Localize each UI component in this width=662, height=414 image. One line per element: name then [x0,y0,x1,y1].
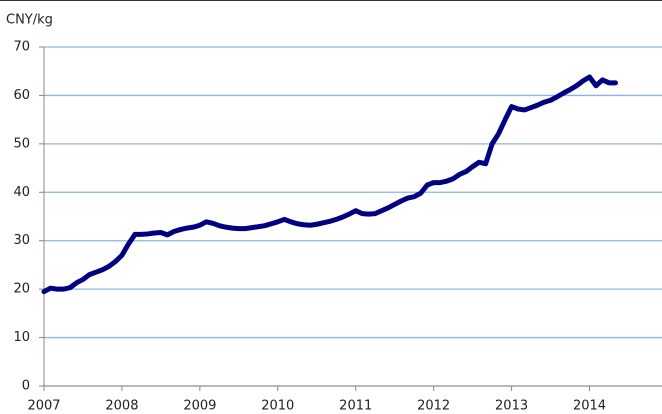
y-tick-label: 40 [13,185,30,200]
y-tick-label: 10 [13,330,30,345]
x-tick-label: 2007 [27,399,60,414]
x-tick-label: 2010 [261,399,294,414]
y-tick-label: 20 [13,282,30,297]
x-tick-label: 2008 [105,399,138,414]
data-line [41,74,618,295]
y-tick-label: 70 [13,40,30,55]
x-tick-label: 2014 [573,399,606,414]
y-tick-label: 0 [22,379,30,394]
x-tick-label: 2013 [495,399,528,414]
x-tick-label: 2012 [417,399,450,414]
x-tick-label: 2011 [339,399,372,414]
y-tick-label: 30 [13,233,30,248]
x-tick-label: 2009 [183,399,216,414]
y-tick-label: 60 [13,88,30,103]
y-axis-label: CNY/kg [6,13,53,28]
y-tick-label: 50 [13,136,30,151]
